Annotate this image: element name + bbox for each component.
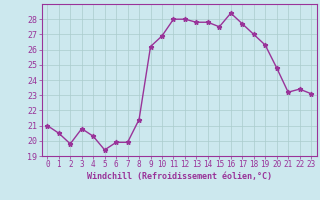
X-axis label: Windchill (Refroidissement éolien,°C): Windchill (Refroidissement éolien,°C) [87, 172, 272, 181]
